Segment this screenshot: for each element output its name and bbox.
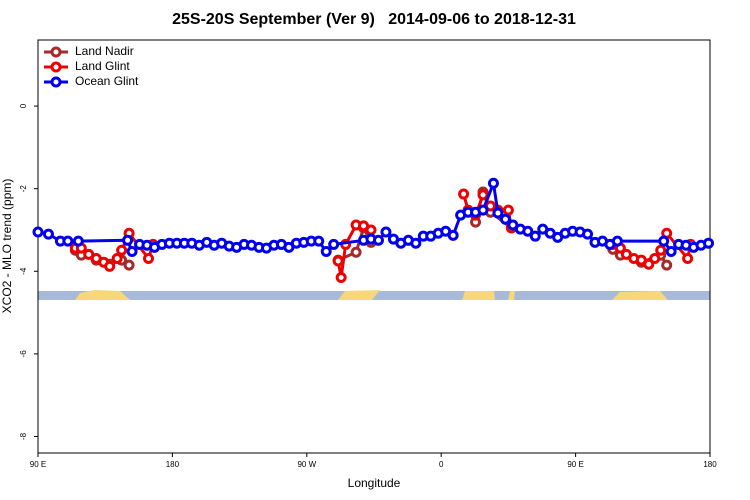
data-point (143, 252, 155, 264)
data-point (372, 234, 384, 246)
y-tick-label: -4 (19, 267, 28, 275)
x-tick-label: 180 (166, 460, 180, 469)
data-point (661, 259, 673, 271)
y-tick-label: -8 (19, 432, 28, 440)
data-point (335, 271, 347, 283)
data-point (492, 207, 504, 219)
land-patch (75, 290, 130, 300)
legend-marker (50, 61, 62, 73)
data-point (477, 204, 489, 216)
data-point (611, 235, 623, 247)
y-axis-label: XCO2 - MLO trend (ppm) (0, 179, 14, 314)
data-point (522, 225, 534, 237)
data-point (122, 234, 134, 246)
data-point (313, 235, 325, 247)
land-patch (338, 290, 380, 300)
data-point (332, 255, 344, 267)
data-point (682, 252, 694, 264)
data-point (104, 260, 116, 272)
x-tick-label: 90 W (297, 460, 316, 469)
chart-title: 25S-20S September (Ver 9) 2014-09-06 to … (172, 11, 576, 28)
x-tick-label: 90 E (567, 460, 583, 469)
data-point (477, 189, 489, 201)
legend-marker (50, 46, 62, 58)
data-point (655, 244, 667, 256)
data-point (410, 237, 422, 249)
x-tick-label: 180 (703, 460, 717, 469)
x-axis-label: Longitude (348, 476, 401, 490)
legend-label: Land Nadir (75, 44, 134, 58)
land-patch (462, 291, 495, 300)
data-point (111, 252, 123, 264)
data-point (487, 177, 499, 189)
data-point (447, 229, 459, 241)
data-point (62, 235, 74, 247)
data-point (658, 235, 670, 247)
data-point (529, 230, 541, 242)
data-point (458, 188, 470, 200)
y-tick-label: -6 (19, 350, 28, 358)
data-point (649, 252, 661, 264)
data-point (665, 245, 677, 257)
data-point (380, 226, 392, 238)
data-point (126, 245, 138, 257)
land-patch (508, 291, 515, 300)
data-point (116, 244, 128, 256)
data-point (42, 228, 54, 240)
data-point (703, 237, 715, 249)
x-tick-label: 0 (439, 460, 444, 469)
data-point (350, 246, 362, 258)
data-point (320, 245, 332, 257)
legend-marker (50, 76, 62, 88)
y-tick-label: -2 (19, 185, 28, 193)
legend-label: Land Glint (75, 59, 130, 73)
data-point (502, 204, 514, 216)
data-point (123, 259, 135, 271)
y-tick-label: 0 (19, 103, 28, 108)
legend-label: Ocean Glint (75, 74, 139, 88)
land-patch (612, 291, 668, 300)
data-point (72, 235, 84, 247)
data-point (328, 238, 340, 250)
data-point (582, 228, 594, 240)
data-point (365, 224, 377, 236)
x-tick-label: 90 E (30, 460, 46, 469)
data-point (32, 226, 44, 238)
land-ocean-strip (38, 290, 710, 300)
data-point (499, 213, 511, 225)
